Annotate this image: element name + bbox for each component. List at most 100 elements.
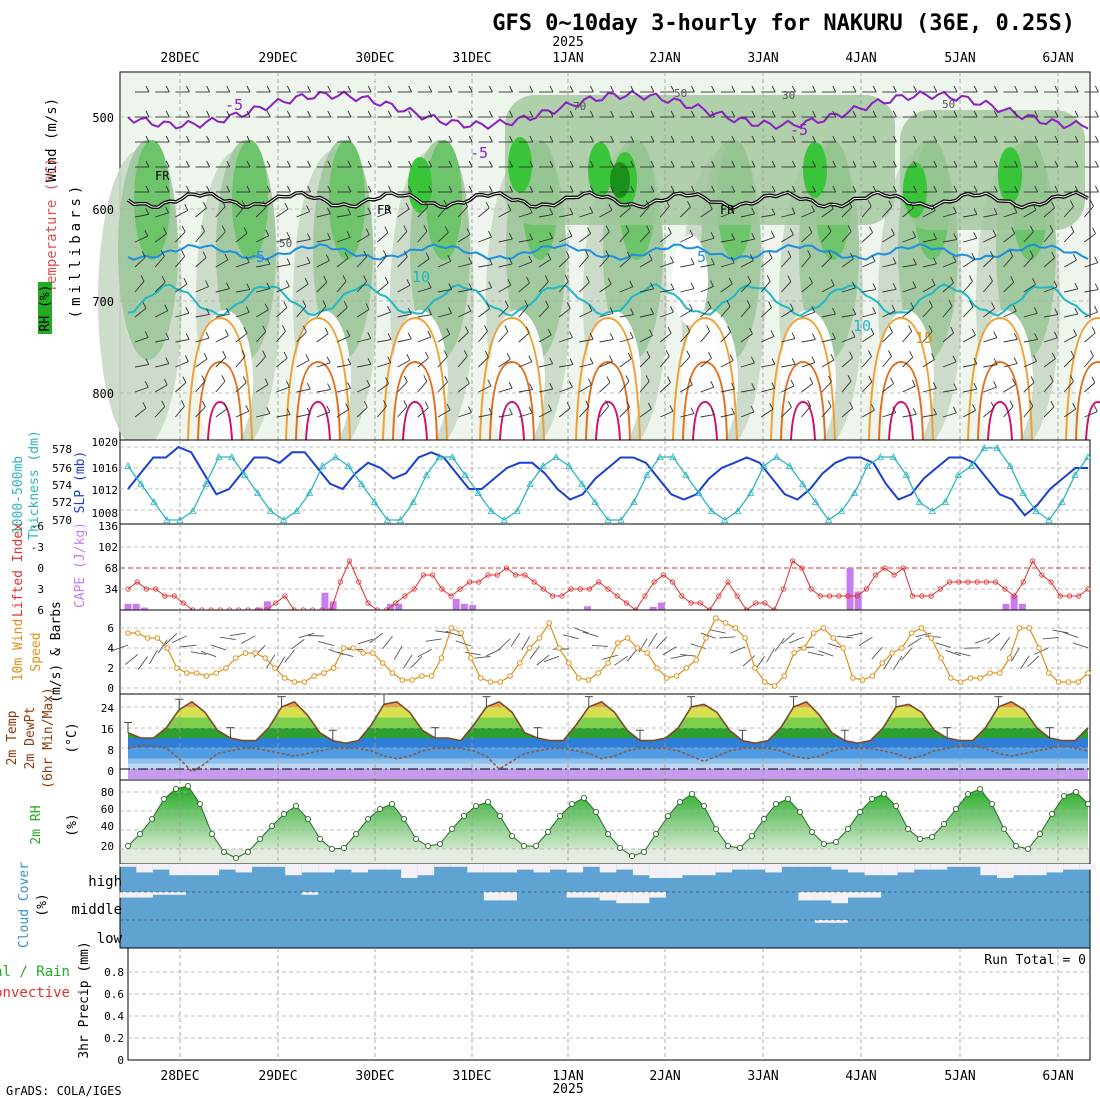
rh-point [784, 795, 792, 803]
wind-barb [195, 207, 207, 218]
wind-barb-flag [408, 135, 413, 143]
rh-point [472, 802, 480, 810]
wind-speed-point [125, 630, 131, 636]
wind-barb-flag [667, 326, 672, 334]
wind-barb [296, 283, 309, 293]
li-point [1048, 579, 1054, 585]
rh-point [208, 830, 216, 838]
wind-barb-flag [953, 233, 958, 240]
wind-barb [781, 234, 794, 243]
wind-barb-flag [408, 110, 413, 118]
wind-barb-flag [526, 276, 530, 284]
thickness-point [1071, 471, 1079, 478]
wind-barb-flag [488, 258, 493, 265]
wind-barb-flag [145, 208, 150, 215]
wind-barb [781, 385, 795, 393]
slp-right-ticks: 1020 1016 1012 1008 [92, 436, 119, 520]
wind-speed-point [1055, 679, 1062, 685]
wind-speed-point [575, 675, 582, 681]
wind-barb [740, 411, 755, 418]
wind-speed-point [144, 635, 151, 641]
wind10m-barbs [112, 627, 1089, 671]
wind-barb-flag [731, 110, 736, 118]
wind-barb [356, 234, 370, 243]
wind-barb-flag [791, 358, 796, 365]
li-point [1039, 572, 1045, 578]
wind-barb [457, 356, 468, 368]
thickness-point [695, 489, 703, 496]
wind-barb [478, 236, 492, 243]
cape-bar [140, 607, 148, 610]
wind-barb [1043, 314, 1058, 318]
thickness-point [656, 453, 664, 460]
cape-bar [124, 603, 132, 610]
slp-tick: 1016 [92, 462, 119, 475]
wind-barb-flag [1033, 307, 1038, 314]
wind-barb [357, 338, 371, 343]
wind-barb-flag [688, 378, 693, 385]
cloud-gap [930, 864, 948, 870]
wind-barb-flag [568, 381, 573, 388]
wind-speed-point [272, 665, 278, 671]
thickness-point [305, 489, 314, 496]
cloud-gap [384, 864, 402, 870]
thickness-point [876, 453, 885, 460]
wind-barb-flag [226, 282, 230, 289]
wind-speed-point [370, 650, 376, 656]
wind-barb-flag [689, 229, 694, 237]
wind-barb-flag [241, 350, 246, 357]
contour-label: 70 [573, 100, 586, 113]
wind-barb-flag [789, 303, 794, 310]
wind-speed-point [703, 635, 709, 641]
wind-barb [397, 284, 411, 293]
li-point [568, 586, 574, 592]
rh-point [580, 794, 588, 802]
contour-20 [878, 360, 924, 441]
wind-barb-flag [931, 204, 936, 211]
li-point [531, 579, 537, 585]
wind-barb-flag [852, 281, 856, 289]
li-point [1020, 579, 1026, 585]
wind-speed-point [213, 670, 219, 676]
cloud-gap [996, 864, 1014, 878]
wind-barb-flag [365, 303, 370, 310]
wind-speed-point [428, 673, 435, 679]
cloud-gap [318, 864, 335, 873]
wind-barb [538, 237, 553, 243]
wind-barb-flag [868, 375, 873, 383]
li-point [503, 565, 510, 571]
rh-point [652, 830, 660, 838]
wind-barb [882, 206, 893, 218]
wind-barb [195, 230, 205, 243]
wind-barb-flag [221, 225, 226, 232]
date-label: 2JAN [649, 1069, 680, 1084]
wind-barb [538, 410, 552, 418]
wind-barb [942, 261, 957, 268]
wind-barb [435, 630, 452, 634]
rh-point [724, 842, 732, 850]
wind-barb [1019, 655, 1030, 670]
wind-barb-flag [670, 85, 675, 93]
li-point [485, 572, 491, 578]
wind10m-ticks: 6 4 2 0 [107, 622, 114, 695]
wind-barb-flag [827, 225, 832, 232]
wind-barb-flag [1034, 135, 1039, 143]
wind-barb-flag [1072, 402, 1077, 410]
rh2m-grid [120, 780, 1090, 864]
wind-barb-flag [1013, 357, 1018, 364]
wind-barb-flag [144, 230, 149, 237]
cape-bar [1018, 603, 1026, 610]
li-point [1057, 593, 1063, 599]
thickness-point [1045, 516, 1053, 523]
li-point [956, 579, 962, 585]
wind-barb [498, 638, 511, 651]
wind-barb [255, 356, 266, 368]
wind-barb-flag [246, 85, 251, 93]
li-point [845, 593, 851, 599]
wind-speed-point [957, 679, 964, 685]
wind-speed-point [712, 615, 719, 621]
wind-barb [498, 331, 509, 343]
upper-grid [120, 72, 1090, 440]
wind-barb [882, 356, 892, 368]
wind-speed-point [585, 677, 592, 683]
